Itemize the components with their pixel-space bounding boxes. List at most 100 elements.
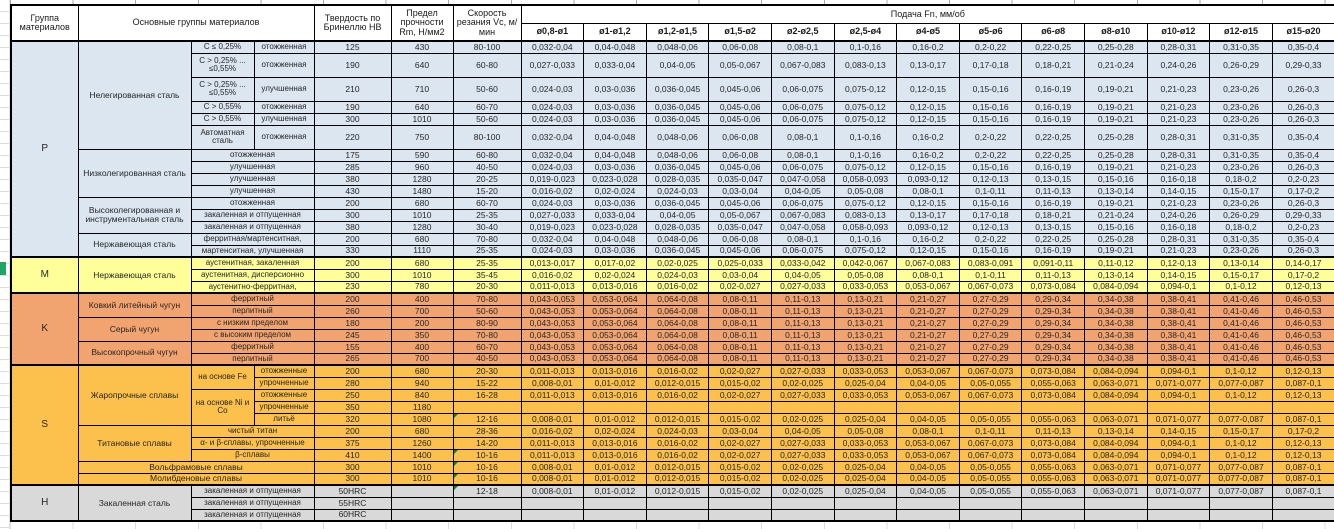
cell-feed[interactable]: 0,045-0,06: [708, 100, 772, 114]
cell-feed[interactable]: 0,1-0,16: [833, 124, 898, 150]
cell-feed[interactable]: 0,12-0,15: [896, 112, 960, 126]
cell-hardness-hb[interactable]: 285: [313, 160, 392, 174]
cell-feed[interactable]: 0,032-0,04: [520, 40, 585, 54]
cell-feed[interactable]: 0,02-0,025: [645, 256, 710, 270]
cell-feed[interactable]: [1084, 496, 1148, 510]
cell-feed[interactable]: 0,16-0,19: [1021, 160, 1085, 174]
cell-strength-rm[interactable]: 840: [390, 388, 454, 402]
cell-feed[interactable]: 0,17-0,2: [1271, 184, 1334, 198]
cell-strength-rm[interactable]: 1260: [390, 436, 454, 450]
cell-feed[interactable]: 0,075-0,12: [833, 160, 898, 174]
cell-feed[interactable]: [583, 400, 647, 414]
cell-feed[interactable]: 0,27-0,29: [958, 328, 1023, 342]
cell-feed[interactable]: 0,35-0,4: [1271, 232, 1334, 246]
cell-feed[interactable]: [708, 400, 772, 414]
cell-feed[interactable]: 0,015-0,02: [708, 484, 772, 498]
cell-strength-rm[interactable]: 1010: [390, 208, 454, 222]
cell-feed[interactable]: 0,19-0,21: [1084, 112, 1148, 126]
cell-feed[interactable]: 0,077-0,087: [1209, 376, 1273, 390]
section-letter-cell[interactable]: S: [10, 364, 79, 486]
cell-feed[interactable]: 0,14-0,17: [1271, 256, 1334, 270]
group-name-cell[interactable]: Высоколегированная и инструментальная ст…: [77, 196, 192, 234]
cell-feed[interactable]: 0,25-0,28: [1084, 232, 1148, 246]
cell-sub-label[interactable]: закаленная и отпущенная: [190, 496, 315, 510]
cell-feed[interactable]: 0,043-0,053: [520, 304, 585, 318]
cell-feed[interactable]: 0,11-0,13: [770, 352, 835, 366]
cell-feed[interactable]: 0,21-0,24: [1084, 52, 1148, 78]
cell-hardness-hb[interactable]: 300: [313, 460, 392, 474]
cell-sub-label[interactable]: закаленная и отпущенная: [190, 484, 315, 498]
cell-feed[interactable]: 0,11-0,12: [1084, 256, 1148, 270]
cell-feed[interactable]: 0,26-0,3: [1271, 244, 1334, 258]
cell-feed[interactable]: 0,08-0,11: [708, 316, 772, 330]
section-letter-cell[interactable]: P: [10, 40, 79, 258]
cell-feed[interactable]: 0,043-0,053: [520, 316, 585, 330]
cell-feed[interactable]: [896, 508, 960, 522]
cell-strength-rm[interactable]: 750: [390, 124, 454, 150]
cell-feed[interactable]: [708, 508, 772, 522]
cell-feed[interactable]: 0,053-0,067: [896, 388, 960, 402]
cell-feed[interactable]: 0,38-0,41: [1146, 316, 1211, 330]
cell-feed[interactable]: 0,04-0,05: [896, 376, 960, 390]
cell-strength-rm[interactable]: 710: [390, 76, 454, 102]
cell-feed[interactable]: 0,071-0,077: [1146, 484, 1211, 498]
cell-sub-label[interactable]: ферритный: [190, 340, 315, 354]
cell-feed[interactable]: 0,29-0,34: [1021, 328, 1085, 342]
cell-sub-label[interactable]: отожженная: [190, 196, 315, 210]
cell-hardness-hb[interactable]: 155: [313, 340, 392, 354]
cell-feed[interactable]: 0,027-0,033: [770, 364, 835, 378]
cell-feed[interactable]: 0,023-0,028: [583, 172, 647, 186]
cell-feed[interactable]: 0,063-0,071: [1084, 376, 1148, 390]
cell-feed[interactable]: 0,047-0,058: [770, 172, 835, 186]
cell-feed[interactable]: 0,13-0,14: [1084, 424, 1148, 438]
cell-feed[interactable]: 0,27-0,29: [958, 340, 1023, 354]
cell-feed[interactable]: 0,1-0,12: [1209, 436, 1273, 450]
cell-feed[interactable]: 0,04-0,048: [583, 232, 647, 246]
cell-feed[interactable]: 0,05-0,055: [958, 472, 1023, 486]
cell-hardness-hb[interactable]: 175: [313, 148, 392, 162]
cell-feed[interactable]: 0,14-0,15: [1146, 184, 1211, 198]
cell-feed[interactable]: 0,26-0,3: [1271, 160, 1334, 174]
cell-hardness-hb[interactable]: 410: [313, 448, 392, 462]
cell-feed[interactable]: [770, 400, 835, 414]
cell-feed[interactable]: 0,34-0,38: [1084, 352, 1148, 366]
header-diameter-range[interactable]: ø6-ø8: [1021, 22, 1085, 42]
cell-feed[interactable]: 0,1-0,12: [1209, 364, 1273, 378]
cell-cutting-speed-vc[interactable]: 25-35: [452, 208, 522, 222]
cell-feed[interactable]: 0,027-0,033: [520, 208, 585, 222]
cell-strength-rm[interactable]: 400: [390, 292, 454, 306]
cell-sub-label[interactable]: улучшенная: [253, 112, 315, 126]
cell-hardness-hb[interactable]: 200: [313, 256, 392, 270]
cell-feed[interactable]: 0,21-0,24: [1084, 208, 1148, 222]
group-name-cell[interactable]: Нержавеющая сталь: [77, 256, 192, 294]
cell-feed[interactable]: 0,043-0,053: [520, 292, 585, 306]
cell-feed[interactable]: 0,46-0,53: [1271, 352, 1334, 366]
group-name-cell[interactable]: Вольфрамовые сплавы: [77, 460, 315, 474]
cell-feed[interactable]: 0,16-0,19: [1021, 76, 1085, 102]
cell-feed[interactable]: 0,11-0,13: [1021, 424, 1085, 438]
cell-feed[interactable]: 0,024-0,03: [645, 424, 710, 438]
cell-feed[interactable]: 0,011-0,013: [520, 364, 585, 378]
cell-feed[interactable]: 0,2-0,23: [1271, 172, 1334, 186]
cell-feed[interactable]: 0,053-0,064: [583, 340, 647, 354]
cell-cutting-speed-vc[interactable]: [452, 400, 522, 414]
cell-feed[interactable]: [833, 508, 898, 522]
cell-feed[interactable]: 0,03-0,036: [583, 244, 647, 258]
cell-feed[interactable]: 0,2-0,22: [958, 232, 1023, 246]
cell-cutting-speed-vc[interactable]: 50-60: [452, 304, 522, 318]
cell-feed[interactable]: 0,29-0,34: [1021, 340, 1085, 354]
cell-strength-rm[interactable]: 1010: [390, 112, 454, 126]
cell-feed[interactable]: 0,033-0,053: [833, 436, 898, 450]
cell-feed[interactable]: 0,013-0,016: [583, 388, 647, 402]
cell-feed[interactable]: 0,11-0,13: [770, 292, 835, 306]
cell-feed[interactable]: 0,05-0,055: [958, 460, 1023, 474]
cell-strength-rm[interactable]: 1180: [390, 400, 454, 414]
cell-feed[interactable]: 0,35-0,4: [1271, 124, 1334, 150]
cell-strength-rm[interactable]: 680: [390, 256, 454, 270]
group-name-cell[interactable]: Нелегированная сталь: [77, 40, 192, 150]
cell-hardness-hb[interactable]: 55HRC: [313, 496, 392, 510]
cell-feed[interactable]: 0,12-0,13: [1146, 256, 1211, 270]
cell-feed[interactable]: 0,21-0,27: [896, 352, 960, 366]
cell-strength-rm[interactable]: 960: [390, 160, 454, 174]
cell-feed[interactable]: 0,016-0,02: [520, 268, 585, 282]
